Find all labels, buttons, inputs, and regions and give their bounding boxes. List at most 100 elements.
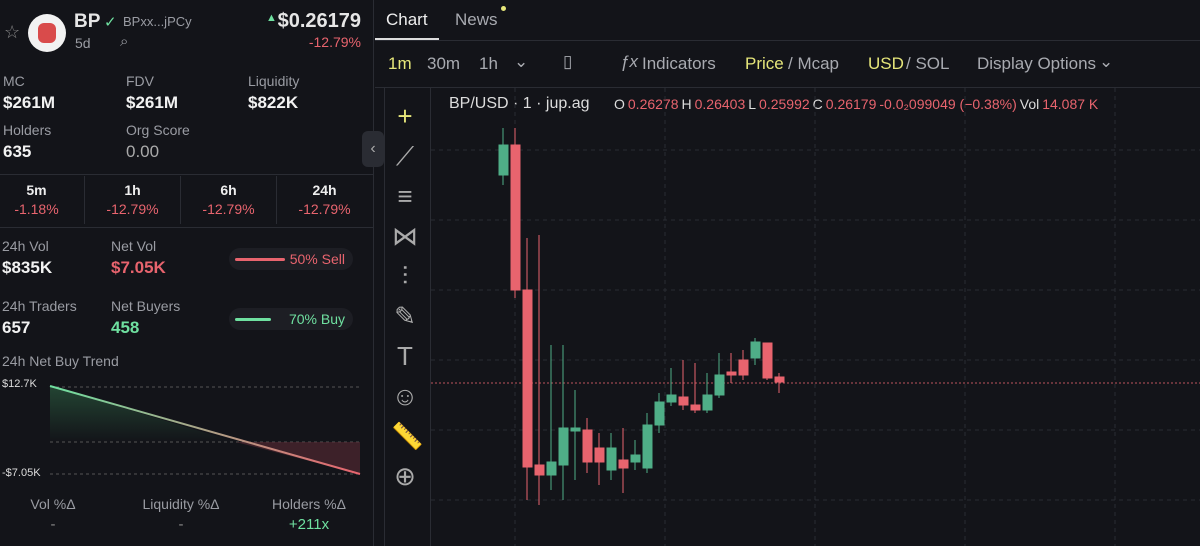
timeframe-label: 5m bbox=[26, 182, 47, 198]
interval-dropdown[interactable]: ⌄ bbox=[514, 52, 529, 71]
footer-value: +211x bbox=[288, 516, 330, 533]
footer-value: - bbox=[178, 516, 184, 533]
interval-1h[interactable]: 1h bbox=[479, 54, 498, 73]
ohlc-label: O bbox=[614, 96, 625, 112]
price-toggle[interactable]: Price bbox=[745, 54, 784, 73]
timeframe-cell: 6h -12.79% bbox=[181, 176, 277, 224]
up-arrow: ▲ bbox=[266, 12, 277, 24]
text-tool[interactable]: T bbox=[397, 341, 413, 371]
divider bbox=[375, 40, 1200, 41]
zoom-tool[interactable]: ⊕ bbox=[394, 461, 416, 491]
ohlc: O 0.26278 H 0.26403 L 0.25992 C 0.26179 -0.0₂099… bbox=[614, 96, 1101, 112]
stat-label: Liquidity bbox=[248, 73, 300, 89]
usd-toggle[interactable]: USD bbox=[868, 54, 904, 73]
ohlc-label: C bbox=[812, 96, 823, 112]
footer-label: Liquidity %Δ bbox=[142, 496, 220, 512]
ohlc-label: H bbox=[681, 96, 692, 112]
ohlc-value: 0.26278 bbox=[627, 96, 679, 112]
indicators[interactable]: Indicators bbox=[642, 54, 716, 73]
stat-label: FDV bbox=[126, 73, 154, 89]
net-vol-value: $7.05K bbox=[111, 258, 166, 277]
vol-value: $835K bbox=[2, 258, 53, 277]
timeframe-change: -12.79% bbox=[202, 201, 255, 217]
divider bbox=[384, 88, 385, 546]
tab-chart[interactable]: Chart bbox=[386, 10, 428, 29]
ohlc-value: 0.25992 bbox=[759, 96, 810, 112]
buy-pill: 70% Buy bbox=[229, 308, 353, 330]
buy-text: 70% Buy bbox=[288, 311, 345, 327]
pattern-tool[interactable]: ⋈ bbox=[392, 221, 418, 251]
footer-value: - bbox=[50, 516, 56, 533]
vol-label: 24h Vol bbox=[2, 238, 49, 254]
candles bbox=[498, 128, 785, 505]
legend-symbol: BP/USD · 1 · jup.ag bbox=[449, 95, 590, 112]
sol-toggle[interactable]: / SOL bbox=[906, 54, 950, 73]
sell-pill: 50% Sell bbox=[229, 248, 353, 270]
trend-bottom: -$7.05K bbox=[2, 467, 41, 479]
legend-change: -0.0₂099049 (−0.38%) bbox=[879, 96, 1017, 112]
divider bbox=[430, 88, 431, 546]
stat-value: 0.00 bbox=[126, 142, 160, 161]
footer-label: Holders %Δ bbox=[272, 496, 346, 512]
stat-label: MC bbox=[3, 73, 25, 89]
legend-vol-label: Vol bbox=[1019, 96, 1040, 112]
timeframe-change: -12.79% bbox=[298, 201, 351, 217]
net-vol-label: Net Vol bbox=[111, 238, 157, 254]
ruler-tool[interactable]: 📏 bbox=[391, 421, 424, 451]
traders-value: 657 bbox=[2, 318, 31, 337]
stat-label: Holders bbox=[3, 122, 52, 138]
collapse-button[interactable]: ‹ bbox=[362, 131, 384, 167]
stat-label: Org Score bbox=[126, 122, 190, 138]
tab-news[interactable]: News bbox=[455, 10, 498, 29]
crosshair-tool[interactable]: + bbox=[397, 101, 413, 131]
legend-vol: 14.087 K bbox=[1042, 96, 1099, 112]
footer-label: Vol %Δ bbox=[30, 496, 76, 512]
tab-underline bbox=[375, 38, 439, 40]
token-age: 5d bbox=[75, 35, 91, 51]
trend-chart bbox=[49, 385, 361, 475]
star-icon[interactable]: ☆ bbox=[4, 22, 21, 42]
trend-title: 24h Net Buy Trend bbox=[2, 353, 119, 369]
timeframe-change: -1.18% bbox=[14, 201, 59, 217]
candle-chart bbox=[431, 88, 1200, 546]
divider bbox=[375, 87, 1200, 88]
timeframe-row bbox=[0, 174, 373, 228]
timeframe-label: 6h bbox=[220, 182, 237, 198]
stat-value: 635 bbox=[3, 142, 32, 161]
search-icon[interactable]: ⌕ bbox=[120, 33, 129, 50]
timeframe-cell: 5m -1.18% bbox=[0, 176, 85, 224]
timeframe-cell: 24h -12.79% bbox=[277, 176, 372, 224]
token-address[interactable]: BPxx...jPCy bbox=[123, 14, 192, 29]
display-options[interactable]: Display Options bbox=[977, 54, 1097, 73]
ohlc-value: 0.26179 bbox=[825, 96, 877, 112]
drawing-tools[interactable]: + ⟋ ≡ ⋈ ⫶ ✎ T ☺ 📏 ⊕ bbox=[391, 96, 424, 496]
verified-icon: ✓ bbox=[104, 14, 117, 31]
ohlc-label: L bbox=[748, 96, 757, 112]
interval-1m[interactable]: 1m bbox=[388, 54, 412, 73]
mcap-toggle[interactable]: / Mcap bbox=[788, 54, 840, 73]
prediction-tool[interactable]: ⫶ bbox=[401, 261, 409, 291]
buyers-value: 458 bbox=[111, 318, 140, 337]
timeframe-change: -12.79% bbox=[106, 201, 159, 217]
price: $0.26179 bbox=[277, 10, 361, 32]
interval-30m[interactable]: 30m bbox=[427, 54, 461, 73]
timeframe-label: 1h bbox=[124, 182, 141, 198]
candle-type-icon[interactable]: ▯ bbox=[563, 52, 573, 71]
news-dot bbox=[501, 6, 506, 11]
buyers-label: Net Buyers bbox=[111, 298, 181, 314]
display-dropdown[interactable]: ⌄ bbox=[1099, 52, 1114, 71]
sell-text: 50% Sell bbox=[289, 251, 345, 267]
timeframe-cell: 1h -12.79% bbox=[85, 176, 181, 224]
stat-value: $822K bbox=[248, 93, 299, 112]
token-panel: ☆ BP ✓ BPxx...jPCy 5d ⌕ ▲ $0.26179 -12.7… bbox=[0, 0, 374, 546]
brush-tool[interactable]: ✎ bbox=[394, 301, 416, 331]
trend-top: $12.7K bbox=[2, 378, 37, 390]
line-tool[interactable]: ⟋ bbox=[395, 141, 415, 171]
fib-tool[interactable]: ≡ bbox=[397, 181, 413, 211]
token-logo bbox=[28, 14, 66, 52]
price-change: -12.79% bbox=[308, 34, 361, 50]
stat-value: $261M bbox=[126, 93, 178, 112]
emoji-tool[interactable]: ☺ bbox=[391, 381, 419, 411]
stat-value: $261M bbox=[3, 93, 55, 112]
